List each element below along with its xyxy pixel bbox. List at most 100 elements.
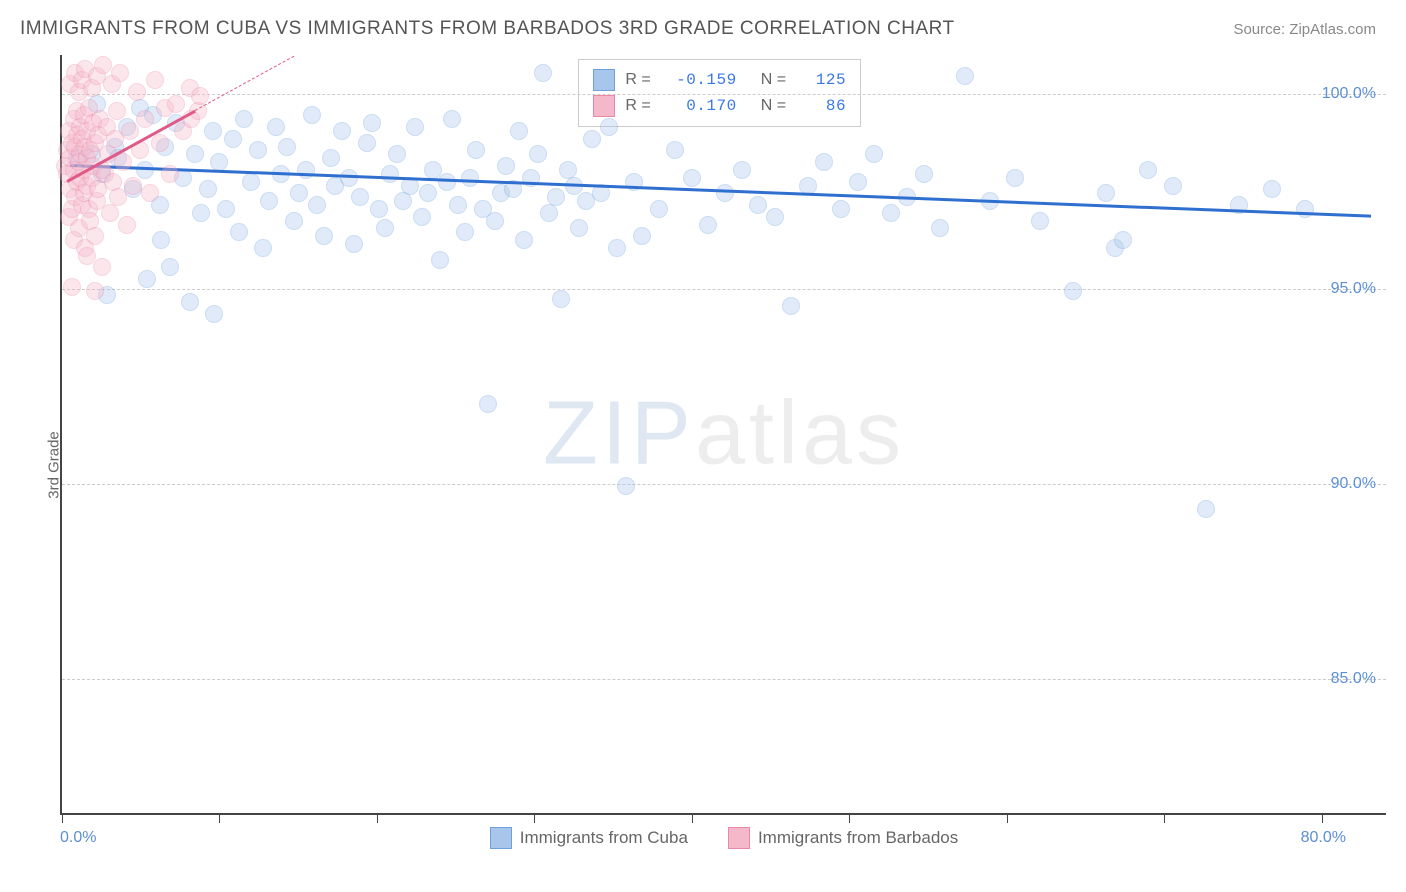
data-point [633, 227, 651, 245]
y-tick-label: 100.0% [1322, 85, 1376, 103]
data-point [340, 169, 358, 187]
x-tick [1322, 813, 1323, 823]
data-point [192, 204, 210, 222]
data-point [186, 145, 204, 163]
data-point [86, 227, 104, 245]
source-attribution: Source: ZipAtlas.com [1233, 21, 1376, 38]
data-point [278, 138, 296, 156]
data-point [497, 157, 515, 175]
legend-swatch [490, 827, 512, 849]
data-point [242, 173, 260, 191]
y-tick-label: 95.0% [1331, 280, 1376, 298]
data-point [111, 64, 129, 82]
data-point [363, 114, 381, 132]
r-label: R = [625, 71, 650, 89]
data-point [915, 165, 933, 183]
data-point [315, 227, 333, 245]
data-point [308, 196, 326, 214]
data-point [782, 297, 800, 315]
watermark: ZIPatlas [543, 383, 905, 486]
data-point [1064, 282, 1082, 300]
r-value: 0.170 [667, 97, 737, 115]
data-point [376, 219, 394, 237]
data-point [285, 212, 303, 230]
series-legend: Immigrants from CubaImmigrants from Barb… [62, 827, 1386, 849]
data-point [456, 223, 474, 241]
data-point [235, 110, 253, 128]
r-value: -0.159 [667, 71, 737, 89]
data-point [204, 122, 222, 140]
data-point [815, 153, 833, 171]
data-point [108, 102, 126, 120]
data-point [303, 106, 321, 124]
data-point [882, 204, 900, 222]
x-tick [1007, 813, 1008, 823]
data-point [333, 122, 351, 140]
data-point [205, 305, 223, 323]
data-point [547, 188, 565, 206]
data-point [479, 395, 497, 413]
data-point [290, 184, 308, 202]
data-point [381, 165, 399, 183]
data-point [1296, 200, 1314, 218]
data-point [529, 145, 547, 163]
legend-label: Immigrants from Barbados [758, 828, 958, 848]
data-point [699, 216, 717, 234]
plot-area: ZIPatlas R =-0.159N =125R =0.170N =86 Im… [60, 55, 1386, 815]
data-point [118, 216, 136, 234]
data-point [534, 64, 552, 82]
data-point [510, 122, 528, 140]
chart-container: 3rd Grade ZIPatlas R =-0.159N =125R =0.1… [20, 55, 1386, 875]
data-point [136, 161, 154, 179]
data-point [93, 258, 111, 276]
data-point [1139, 161, 1157, 179]
data-point [865, 145, 883, 163]
data-point [260, 192, 278, 210]
data-point [109, 188, 127, 206]
data-point [650, 200, 668, 218]
legend-swatch [728, 827, 750, 849]
data-point [666, 141, 684, 159]
data-point [443, 110, 461, 128]
data-point [413, 208, 431, 226]
data-point [832, 200, 850, 218]
data-point [152, 231, 170, 249]
data-point [121, 122, 139, 140]
chart-title: IMMIGRANTS FROM CUBA VS IMMIGRANTS FROM … [20, 18, 955, 40]
data-point [151, 134, 169, 152]
x-tick [377, 813, 378, 823]
data-point [461, 169, 479, 187]
data-point [161, 165, 179, 183]
y-tick-label: 90.0% [1331, 475, 1376, 493]
data-point [128, 83, 146, 101]
data-point [394, 192, 412, 210]
data-point [931, 219, 949, 237]
data-point [217, 200, 235, 218]
data-point [249, 141, 267, 159]
data-point [570, 219, 588, 237]
x-min-label: 0.0% [60, 829, 96, 847]
data-point [351, 188, 369, 206]
data-point [297, 161, 315, 179]
n-value: 86 [802, 97, 846, 115]
data-point [124, 177, 142, 195]
x-tick [692, 813, 693, 823]
data-point [199, 180, 217, 198]
x-tick [219, 813, 220, 823]
x-tick [62, 813, 63, 823]
data-point [146, 71, 164, 89]
data-point [224, 130, 242, 148]
x-tick [849, 813, 850, 823]
r-label: R = [625, 97, 650, 115]
data-point [1097, 184, 1115, 202]
data-point [467, 141, 485, 159]
data-point [583, 130, 601, 148]
data-point [540, 204, 558, 222]
data-point [1197, 500, 1215, 518]
data-point [849, 173, 867, 191]
n-label: N = [761, 71, 786, 89]
gridline [62, 94, 1386, 95]
data-point [438, 173, 456, 191]
data-point [138, 270, 156, 288]
trend-line-extension [194, 55, 294, 110]
